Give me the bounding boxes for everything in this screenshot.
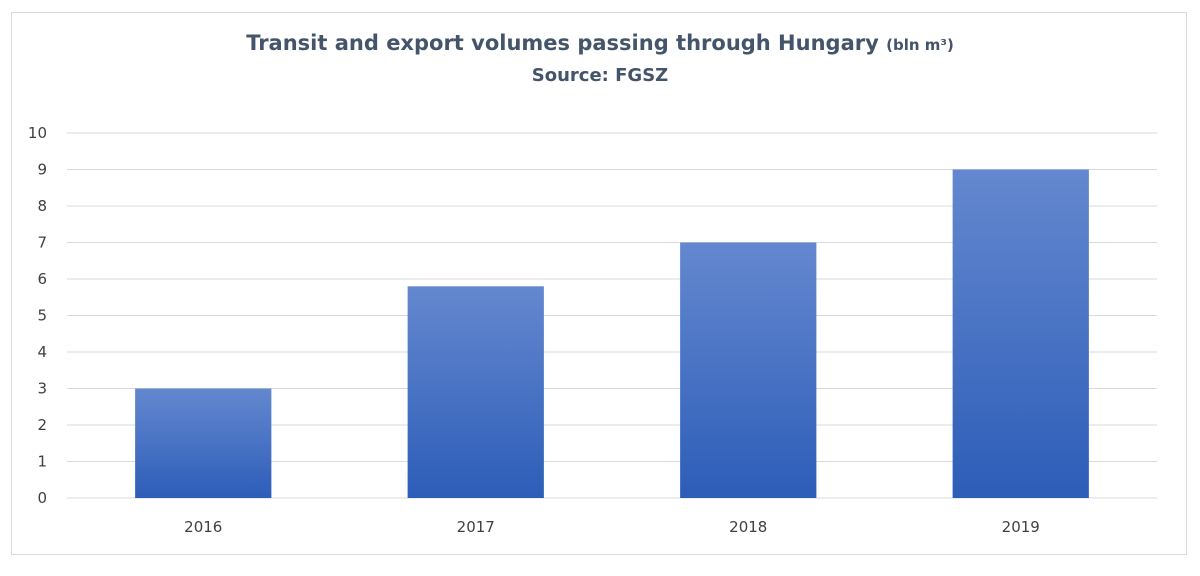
chart-title: Transit and export volumes passing throu…: [0, 30, 1200, 58]
y-tick-label: 3: [37, 380, 47, 398]
y-axis: 0 1 2 3 4 5 6 7 8 9 10: [28, 124, 47, 507]
chart-title-block: Transit and export volumes passing throu…: [0, 30, 1200, 90]
y-tick-label: 5: [37, 307, 47, 325]
chart-title-unit: (bln m³): [886, 36, 954, 54]
y-tick-label: 6: [37, 270, 47, 288]
x-tick-label: 2016: [184, 518, 222, 536]
y-tick-label: 2: [37, 416, 47, 434]
x-tick-label: 2019: [1002, 518, 1040, 536]
y-tick-label: 1: [37, 453, 47, 471]
y-tick-label: 8: [37, 197, 47, 215]
bar-2019: [952, 169, 1089, 498]
y-tick-label: 10: [28, 124, 47, 142]
bar-2016: [135, 388, 272, 498]
y-tick-label: 9: [37, 161, 47, 179]
x-axis: 2016 2017 2018 2019: [184, 518, 1040, 536]
bars: [135, 169, 1089, 498]
chart-title-text: Transit and export volumes passing throu…: [246, 31, 879, 55]
chart-subtitle: Source: FGSZ: [531, 65, 669, 86]
y-tick-label: 7: [37, 234, 47, 252]
bar-2018: [680, 242, 817, 498]
x-tick-label: 2018: [729, 518, 767, 536]
bar-2017: [407, 286, 544, 498]
y-tick-label: 0: [37, 489, 47, 507]
x-tick-label: 2017: [457, 518, 495, 536]
y-tick-label: 4: [37, 343, 47, 361]
